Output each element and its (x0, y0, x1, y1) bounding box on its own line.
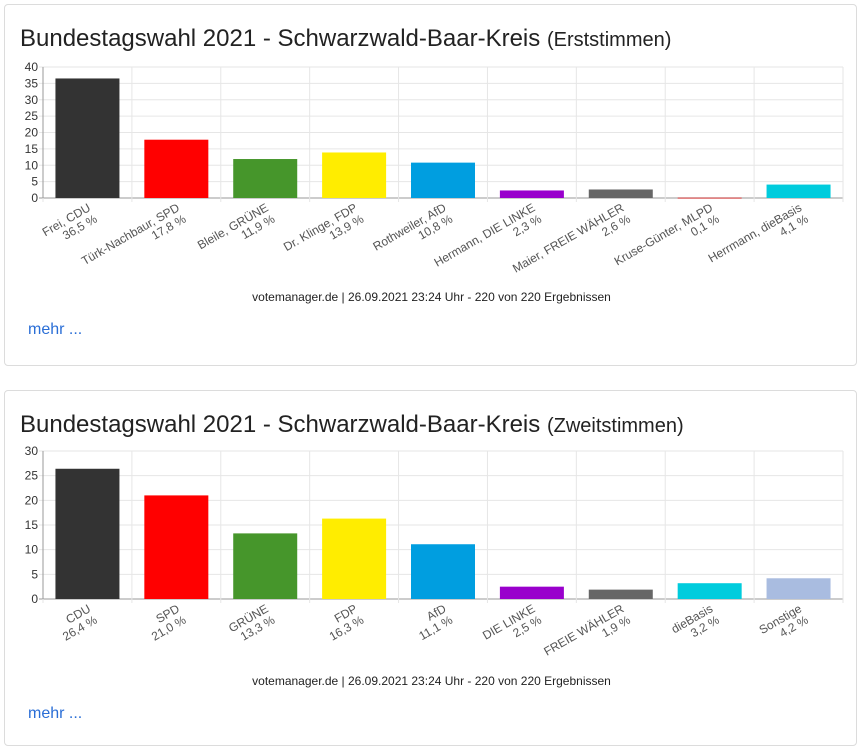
bar (144, 495, 209, 599)
y-tick-label: 20 (25, 126, 39, 140)
bar (411, 544, 475, 599)
bar (677, 583, 742, 599)
bar (766, 184, 831, 198)
more-link[interactable]: mehr ... (28, 705, 83, 722)
bar (322, 518, 387, 599)
bar (55, 468, 120, 599)
y-tick-label: 40 (25, 60, 39, 74)
y-tick-label: 5 (31, 175, 38, 189)
chart-source: votemanager.de | 26.09.2021 23:24 Uhr - … (252, 290, 611, 304)
y-tick-label: 0 (31, 191, 38, 205)
chart-title: Bundestagswahl 2021 - Schwarzwald-Baar-K… (20, 25, 671, 53)
chart-title: Bundestagswahl 2021 - Schwarzwald-Baar-K… (20, 411, 684, 439)
bar (55, 78, 120, 198)
y-tick-label: 30 (25, 444, 39, 458)
y-tick-label: 25 (25, 109, 39, 123)
y-tick-label: 20 (25, 493, 39, 507)
y-tick-label: 35 (25, 76, 39, 90)
chart-subtitle: (Erststimmen) (546, 29, 672, 51)
y-tick-label: 25 (25, 469, 39, 483)
bar (499, 586, 564, 599)
y-tick-label: 10 (25, 158, 39, 172)
y-tick-label: 10 (25, 543, 39, 557)
chart-card-zweitstimmen: Bundestagswahl 2021 - Schwarzwald-Baar-K… (4, 390, 857, 746)
bar (233, 533, 298, 599)
y-tick-label: 0 (31, 592, 38, 606)
chart-card-erststimmen: Bundestagswahl 2021 - Schwarzwald-Baar-K… (4, 4, 857, 366)
y-tick-label: 15 (25, 142, 39, 156)
bar (233, 159, 298, 198)
bar (144, 139, 209, 198)
bar (588, 589, 653, 599)
more-link[interactable]: mehr ... (28, 321, 83, 338)
chart-title-text: Bundestagswahl 2021 - Schwarzwald-Baar-K… (20, 411, 541, 438)
bar (766, 578, 831, 599)
bar (499, 190, 564, 198)
y-tick-label: 5 (31, 567, 38, 581)
bar (322, 152, 387, 198)
y-tick-label: 15 (25, 518, 39, 532)
bar (588, 189, 653, 198)
chart-title-text: Bundestagswahl 2021 - Schwarzwald-Baar-K… (20, 25, 541, 52)
bar (411, 162, 475, 198)
chart-subtitle: (Zweitstimmen) (546, 415, 684, 437)
y-tick-label: 30 (25, 93, 39, 107)
chart-source: votemanager.de | 26.09.2021 23:24 Uhr - … (252, 674, 611, 688)
bar (677, 197, 742, 199)
